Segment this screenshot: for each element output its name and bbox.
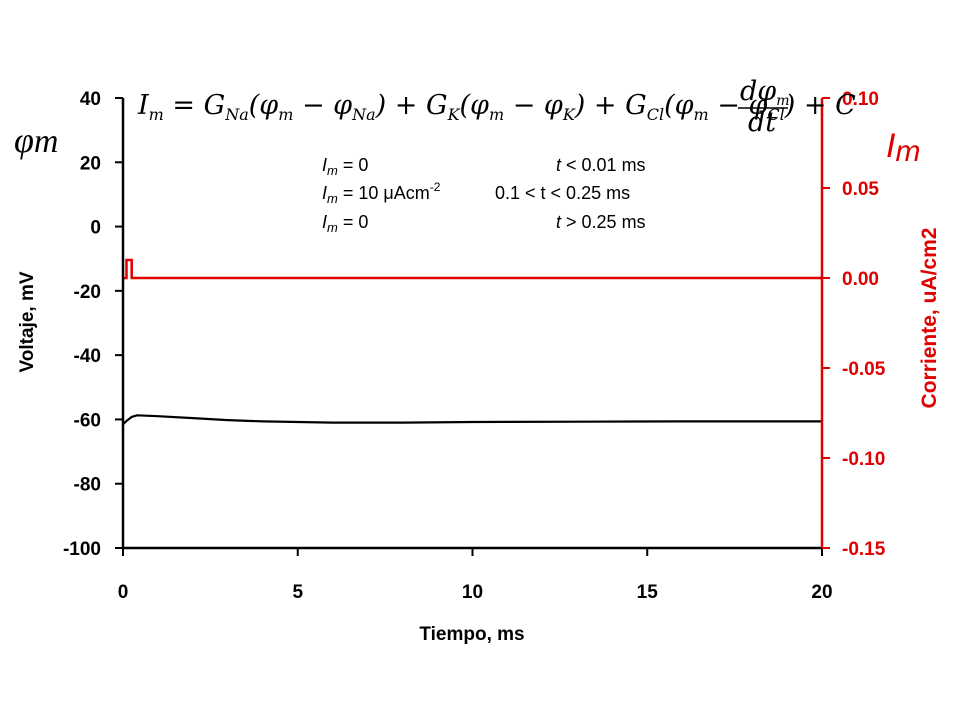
current-trace (123, 258, 822, 280)
equation-background (133, 74, 793, 136)
equation-fraction-numerator: dφm (740, 76, 789, 109)
left-tick-label: -40 (74, 346, 101, 367)
left-tick-label: -100 (63, 539, 101, 560)
x-tick-label: 10 (462, 582, 483, 603)
left-y-ticks: 40 20 0 -20 -40 -60 -80 -100 (63, 89, 123, 560)
x-tick-label: 20 (811, 582, 832, 603)
x-axis-label: Tiempo, ms (419, 624, 524, 645)
annotation-cond-2: 0.1 < t < 0.25 ms (495, 183, 630, 203)
annotation-line-2: Im = 10 μAcm-2 (322, 180, 441, 206)
left-y-axis-label: Voltaje, mV (17, 271, 38, 372)
annotation-cond-1: t < 0.01 ms (556, 155, 646, 175)
right-tick-label: -0.15 (842, 539, 886, 560)
x-tick-label: 15 (637, 582, 659, 603)
stimulus-annotations: Im = 0 t < 0.01 ms Im = 10 μAcm-2 0.1 < … (322, 155, 646, 235)
right-tick-label: 0.00 (842, 269, 879, 290)
left-tick-label: 0 (90, 218, 101, 239)
left-tick-label: -60 (74, 410, 101, 431)
x-tick-label: 0 (118, 582, 129, 603)
right-tick-label: 0.10 (842, 89, 879, 110)
right-tick-label: -0.10 (842, 449, 885, 470)
left-tick-label: 20 (80, 153, 101, 174)
voltage-trace (122, 414, 822, 426)
left-tick-label: -20 (74, 282, 101, 303)
right-y-ticks: 0.10 0.05 0.00 -0.05 -0.10 -0.15 (822, 89, 886, 560)
x-tick-label: 5 (292, 582, 303, 603)
right-tick-label: 0.05 (842, 179, 879, 200)
left-tick-label: -80 (74, 475, 101, 496)
annotation-line-1: Im = 0 (322, 155, 368, 178)
x-ticks: 0 5 10 15 20 (118, 548, 833, 603)
membrane-equation: Im = GNa(φm − φNa) + GK(φm − φK) + GCl(φ… (137, 90, 856, 124)
phi-m-symbol: φm (14, 120, 58, 160)
left-tick-label: 40 (80, 89, 101, 110)
right-tick-label: -0.05 (842, 359, 886, 380)
annotation-line-3: Im = 0 (322, 212, 368, 235)
right-y-axis-label: Corriente, uA/cm2 (918, 228, 941, 409)
equation-fraction-denominator: dt (748, 107, 776, 138)
plot-series (122, 258, 822, 426)
im-symbol: Im (886, 127, 920, 168)
annotation-cond-3: t > 0.25 ms (556, 212, 646, 232)
